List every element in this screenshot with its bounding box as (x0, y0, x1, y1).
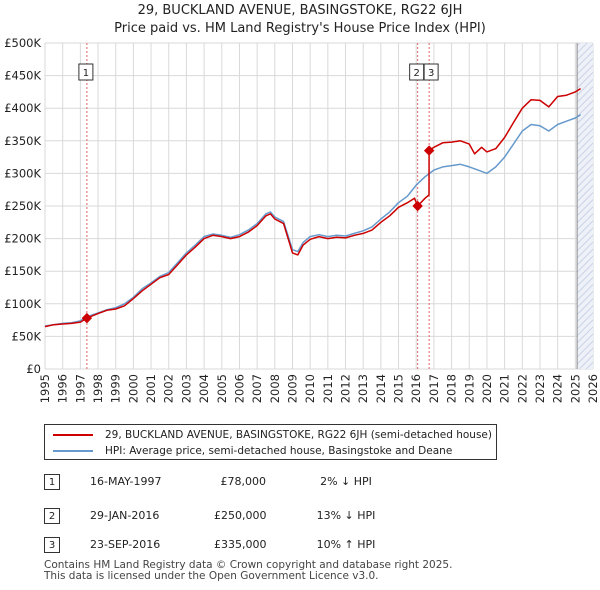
sale-label-text: 3 (428, 68, 434, 79)
x-tick-label: 2004 (197, 374, 211, 403)
y-tick-label: £150K (4, 264, 41, 278)
table-row: 2 29-JAN-2016 £250,000 13% ↓ HPI (44, 508, 444, 526)
x-tick-label: 1998 (91, 374, 105, 403)
legend-property-swatch (53, 434, 93, 436)
legend-hpi: HPI: Average price, semi-detached house,… (53, 443, 452, 459)
sale-marker (423, 145, 435, 156)
x-tick-label: 2011 (321, 374, 335, 403)
sale-label-frame (423, 63, 439, 81)
row-number-badge: 3 (44, 537, 60, 553)
future-shade-area (577, 43, 593, 369)
y-tick-label: £450K (4, 69, 41, 83)
sale-label-box: 3 (423, 63, 439, 81)
x-tick-label: 2026 (586, 374, 600, 403)
x-tick-label: 2006 (232, 374, 246, 403)
row-hpi: 2% ↓ HPI (320, 475, 372, 488)
x-tick-label: 2007 (250, 374, 264, 403)
x-tick-label: 2001 (144, 374, 158, 403)
y-tick-label: £500K (4, 36, 41, 50)
series-line (44, 87, 581, 328)
x-tick-label: 2010 (303, 374, 317, 403)
y-tick-label: £200K (4, 232, 41, 246)
x-tick-label: 2008 (268, 374, 282, 403)
x-tick-label: 2024 (551, 374, 565, 403)
footer-line-1: Contains HM Land Registry data © Crown c… (44, 559, 453, 571)
footer-line-2: This data is licensed under the Open Gov… (44, 570, 379, 582)
x-tick-label: 2022 (515, 374, 529, 403)
legend-hpi-label: HPI: Average price, semi-detached house,… (105, 445, 453, 457)
sale-marker (412, 200, 423, 212)
x-tick-label: 2012 (339, 374, 353, 403)
table-row: 3 23-SEP-2016 £335,000 10% ↑ HPI (44, 537, 444, 555)
y-tick-label: £350K (4, 134, 41, 148)
grid (44, 42, 594, 370)
sale-marker (81, 312, 93, 324)
legend-property: 29, BUCKLAND AVENUE, BASINGSTOKE, RG22 6… (53, 427, 492, 443)
x-tick-label: 2025 (568, 374, 582, 403)
price-chart: £0 £50K £100K £150K £200K £250K £300K £350K £400… (4, 36, 600, 403)
x-tick-label: 1999 (109, 374, 123, 403)
row-price: £78,000 (220, 475, 267, 488)
series-line (44, 114, 581, 327)
y-tick-label: £400K (4, 101, 41, 115)
x-tick-label: 2020 (480, 374, 494, 403)
legend-property-label: 29, BUCKLAND AVENUE, BASINGSTOKE, RG22 6… (105, 429, 492, 441)
row-hpi: 10% ↑ HPI (316, 538, 376, 551)
x-tick-label: 2014 (374, 374, 388, 403)
series-lines (44, 87, 581, 328)
y-tick-label: £250K (4, 199, 41, 213)
x-tick-label: 2002 (162, 374, 176, 403)
row-price: £250,000 (214, 509, 267, 522)
x-tick-label: 2018 (445, 374, 459, 403)
row-date: 23-SEP-2016 (90, 538, 161, 551)
x-tick-label: 2016 (409, 374, 423, 403)
future-shade (576, 43, 593, 369)
x-tick-label: 2009 (285, 374, 299, 403)
y-axis-ticks: £0 £50K £100K £150K £200K £250K £300K £350K £400… (4, 36, 41, 376)
row-number-badge: 2 (44, 508, 60, 524)
title-line-1: 29, BUCKLAND AVENUE, BASINGSTOKE, RG22 6… (137, 3, 463, 18)
x-tick-label: 2023 (533, 374, 547, 403)
x-tick-label: 2003 (179, 374, 193, 403)
sale-label-box: 2 (409, 63, 425, 81)
y-tick-label: £300K (4, 166, 41, 180)
x-axis-ticks: 1995 1996 1997 1998 1999 2000 2001 2002 2003 2004… (38, 374, 600, 403)
x-tick-label: 2017 (427, 374, 441, 403)
legend-hpi-swatch (53, 450, 93, 452)
legend: 29, BUCKLAND AVENUE, BASINGSTOKE, RG22 6… (44, 424, 497, 460)
row-price: £335,000 (214, 538, 267, 551)
title-line-2: Price paid vs. HM Land Registry's House … (114, 21, 486, 36)
y-tick-label: £50K (12, 329, 42, 343)
footer: Contains HM Land Registry data © Crown c… (44, 560, 452, 582)
row-number-badge: 1 (44, 474, 60, 490)
x-tick-label: 1995 (38, 374, 52, 403)
x-tick-label: 2000 (126, 374, 140, 403)
sale-label-frame (78, 63, 94, 81)
sale-label-box: 1 (78, 63, 94, 81)
x-tick-label: 1996 (56, 374, 70, 403)
sale-markers (81, 145, 435, 324)
table-row: 1 16-MAY-1997 £78,000 2% ↓ HPI (44, 474, 444, 492)
x-tick-label: 2013 (356, 374, 370, 403)
row-date: 29-JAN-2016 (90, 509, 160, 522)
x-tick-label: 1997 (73, 374, 87, 403)
y-tick-label: £100K (4, 297, 41, 311)
sale-label-text: 1 (83, 68, 89, 79)
x-tick-label: 2015 (392, 374, 406, 403)
x-tick-label: 2019 (462, 374, 476, 403)
sale-label-text: 2 (413, 68, 419, 79)
chart-title: 29, BUCKLAND AVENUE, BASINGSTOKE, RG22 6… (0, 2, 600, 38)
x-tick-label: 2021 (498, 374, 512, 403)
row-date: 16-MAY-1997 (90, 475, 162, 488)
x-tick-label: 2005 (215, 374, 229, 403)
y-tick-label: £0 (26, 362, 41, 376)
row-hpi: 13% ↓ HPI (316, 509, 376, 522)
